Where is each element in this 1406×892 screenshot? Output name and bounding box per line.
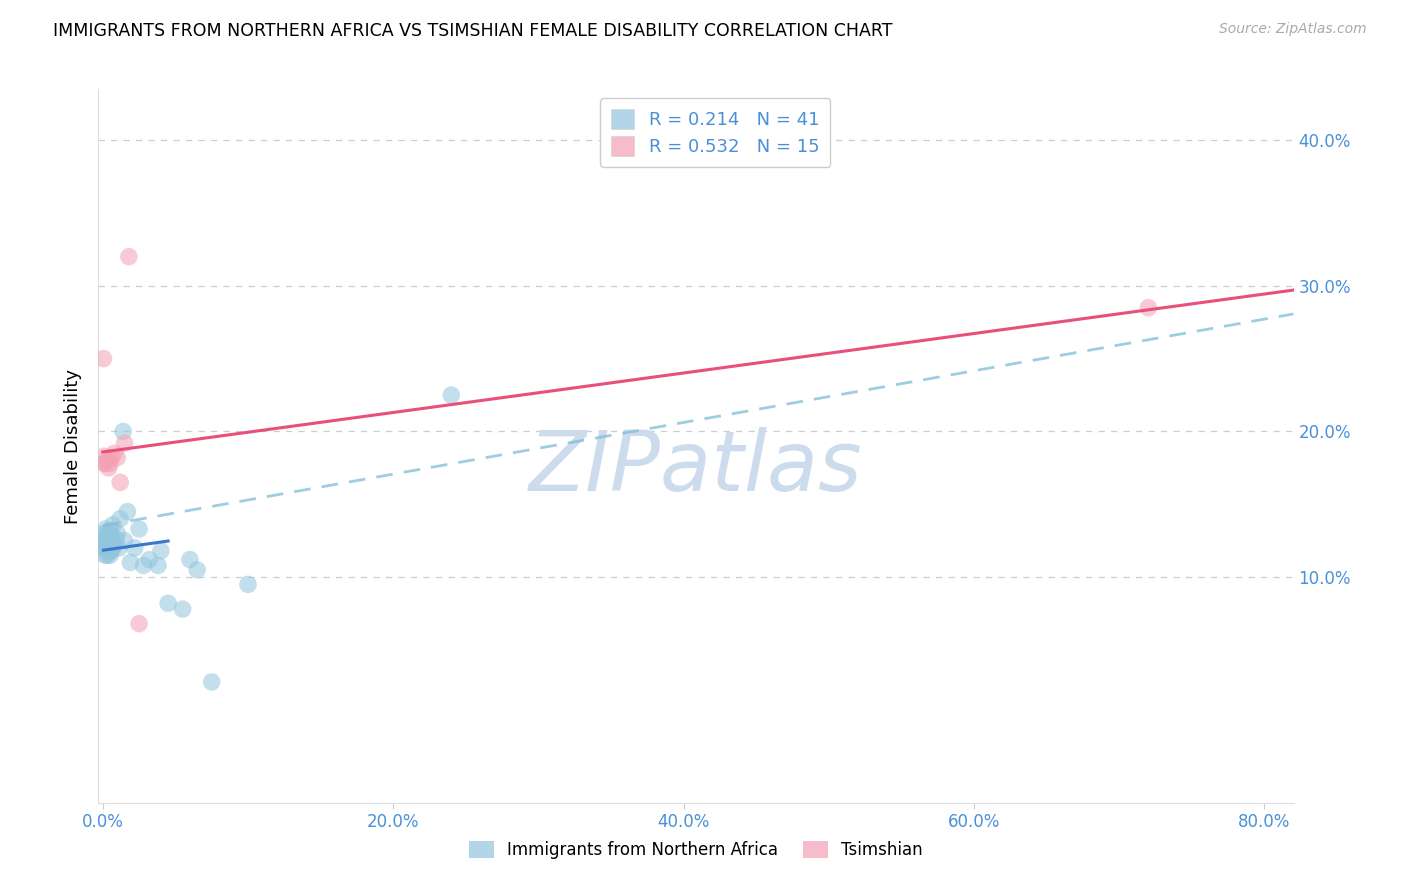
Point — [138, 552, 160, 566]
Point — [117, 504, 139, 518]
Point — [128, 522, 150, 536]
Point — [94, 522, 117, 536]
Y-axis label: Female Disability: Female Disability — [63, 368, 82, 524]
Point — [105, 450, 128, 465]
Point — [93, 449, 115, 463]
Point — [107, 541, 129, 555]
Point — [94, 533, 117, 548]
Point — [1137, 301, 1160, 315]
Point — [201, 674, 224, 689]
Point — [108, 475, 131, 490]
Point — [114, 436, 136, 450]
Point — [124, 541, 146, 555]
Point — [105, 526, 128, 541]
Point — [93, 457, 115, 471]
Point — [93, 351, 115, 366]
Point — [114, 533, 136, 548]
Legend: Immigrants from Northern Africa, Tsimshian: Immigrants from Northern Africa, Tsimshi… — [463, 834, 929, 866]
Point — [100, 450, 122, 465]
Point — [108, 512, 131, 526]
Point — [96, 453, 118, 467]
Point — [157, 596, 180, 610]
Point — [93, 526, 115, 541]
Point — [100, 544, 122, 558]
Point — [97, 526, 120, 541]
Point — [101, 541, 124, 555]
Point — [96, 538, 118, 552]
Point — [118, 250, 141, 264]
Point — [98, 524, 121, 538]
Point — [186, 563, 208, 577]
Point — [440, 388, 463, 402]
Point — [101, 517, 124, 532]
Point — [98, 457, 121, 471]
Point — [146, 558, 169, 573]
Point — [94, 548, 117, 562]
Point — [128, 616, 150, 631]
Point — [97, 460, 120, 475]
Point — [97, 544, 120, 558]
Point — [103, 446, 125, 460]
Point — [96, 548, 118, 562]
Point — [103, 538, 125, 552]
Point — [93, 541, 115, 555]
Point — [149, 544, 172, 558]
Point — [112, 425, 135, 439]
Point — [172, 602, 194, 616]
Point — [236, 577, 259, 591]
Point — [179, 552, 201, 566]
Point — [100, 529, 122, 543]
Point — [94, 541, 117, 555]
Point — [98, 533, 121, 548]
Point — [120, 556, 142, 570]
Text: ZIPatlas: ZIPatlas — [529, 427, 863, 508]
Point — [132, 558, 155, 573]
Point — [104, 532, 127, 546]
Point — [98, 548, 121, 562]
Text: Source: ZipAtlas.com: Source: ZipAtlas.com — [1219, 22, 1367, 37]
Point — [96, 529, 118, 543]
Text: IMMIGRANTS FROM NORTHERN AFRICA VS TSIMSHIAN FEMALE DISABILITY CORRELATION CHART: IMMIGRANTS FROM NORTHERN AFRICA VS TSIMS… — [53, 22, 893, 40]
Point — [94, 457, 117, 471]
Point — [93, 533, 115, 548]
